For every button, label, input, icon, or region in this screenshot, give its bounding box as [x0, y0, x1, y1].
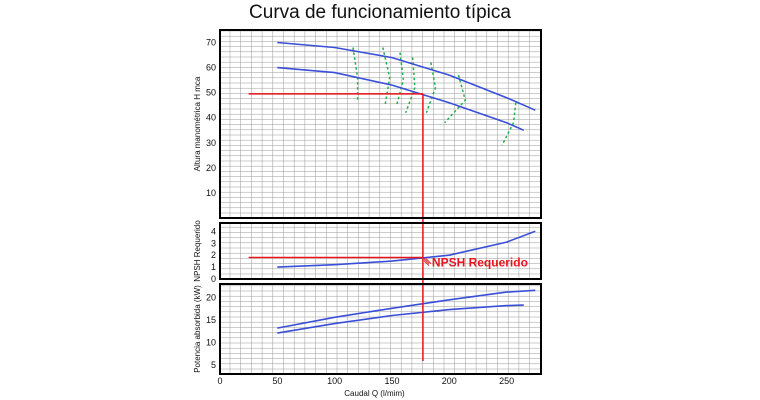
efficiency-curve — [444, 74, 467, 124]
y-tick-label: 0 — [211, 274, 216, 284]
chart-title: Curva de funcionamiento típica — [249, 2, 511, 23]
x-tick-label: 0 — [217, 376, 222, 386]
y-tick-label: 40 — [206, 113, 216, 123]
grid-panel-1 — [220, 223, 541, 279]
npsh-annotation: NPSH Requerido — [432, 256, 528, 270]
efficiency-curve — [425, 62, 437, 113]
y-tick-label: 10 — [206, 188, 216, 198]
series-line-0-0 — [277, 41, 536, 111]
y-tick-label: 4 — [211, 226, 216, 236]
y-axis-label: Potencia absorbida (kW) — [193, 285, 202, 373]
panel-frame — [219, 222, 542, 280]
y-tick-label: 20 — [206, 293, 216, 303]
series-line-2-0 — [277, 289, 536, 329]
panel-frame — [219, 29, 542, 219]
y-tick-label: 70 — [206, 38, 216, 48]
x-tick-label: 150 — [384, 376, 399, 386]
efficiency-curve — [352, 47, 359, 101]
y-tick-label: 2 — [211, 250, 216, 260]
y-tick-label: 15 — [206, 315, 216, 325]
x-tick-label: 50 — [272, 376, 282, 386]
x-tick-label: 250 — [499, 376, 514, 386]
y-tick-label: 3 — [211, 238, 216, 248]
x-axis-label: Caudal Q (l/mim) — [344, 389, 405, 398]
y-tick-label: 10 — [206, 338, 216, 348]
efficiency-curve — [395, 52, 405, 106]
y-tick-label: 20 — [206, 163, 216, 173]
npsh-arrow — [423, 258, 432, 266]
panel-frame — [219, 283, 542, 375]
x-tick-label: 200 — [442, 376, 457, 386]
y-axis-label: NPSH Requerido — [193, 220, 202, 282]
y-tick-label: 1 — [211, 262, 216, 272]
y-tick-label: 50 — [206, 88, 216, 98]
y-tick-label: 30 — [206, 138, 216, 148]
efficiency-curve — [382, 47, 391, 106]
x-tick-label: 100 — [327, 376, 342, 386]
efficiency-curve — [501, 102, 517, 146]
grid-panel-2 — [220, 284, 541, 374]
series-line-2-1 — [277, 304, 524, 334]
grid-panel-0 — [220, 30, 541, 218]
y-tick-label: 60 — [206, 63, 216, 73]
efficiency-curve — [404, 57, 416, 113]
y-axis-label: Altura manométrica H mca — [193, 76, 202, 171]
y-tick-label: 5 — [211, 360, 216, 370]
